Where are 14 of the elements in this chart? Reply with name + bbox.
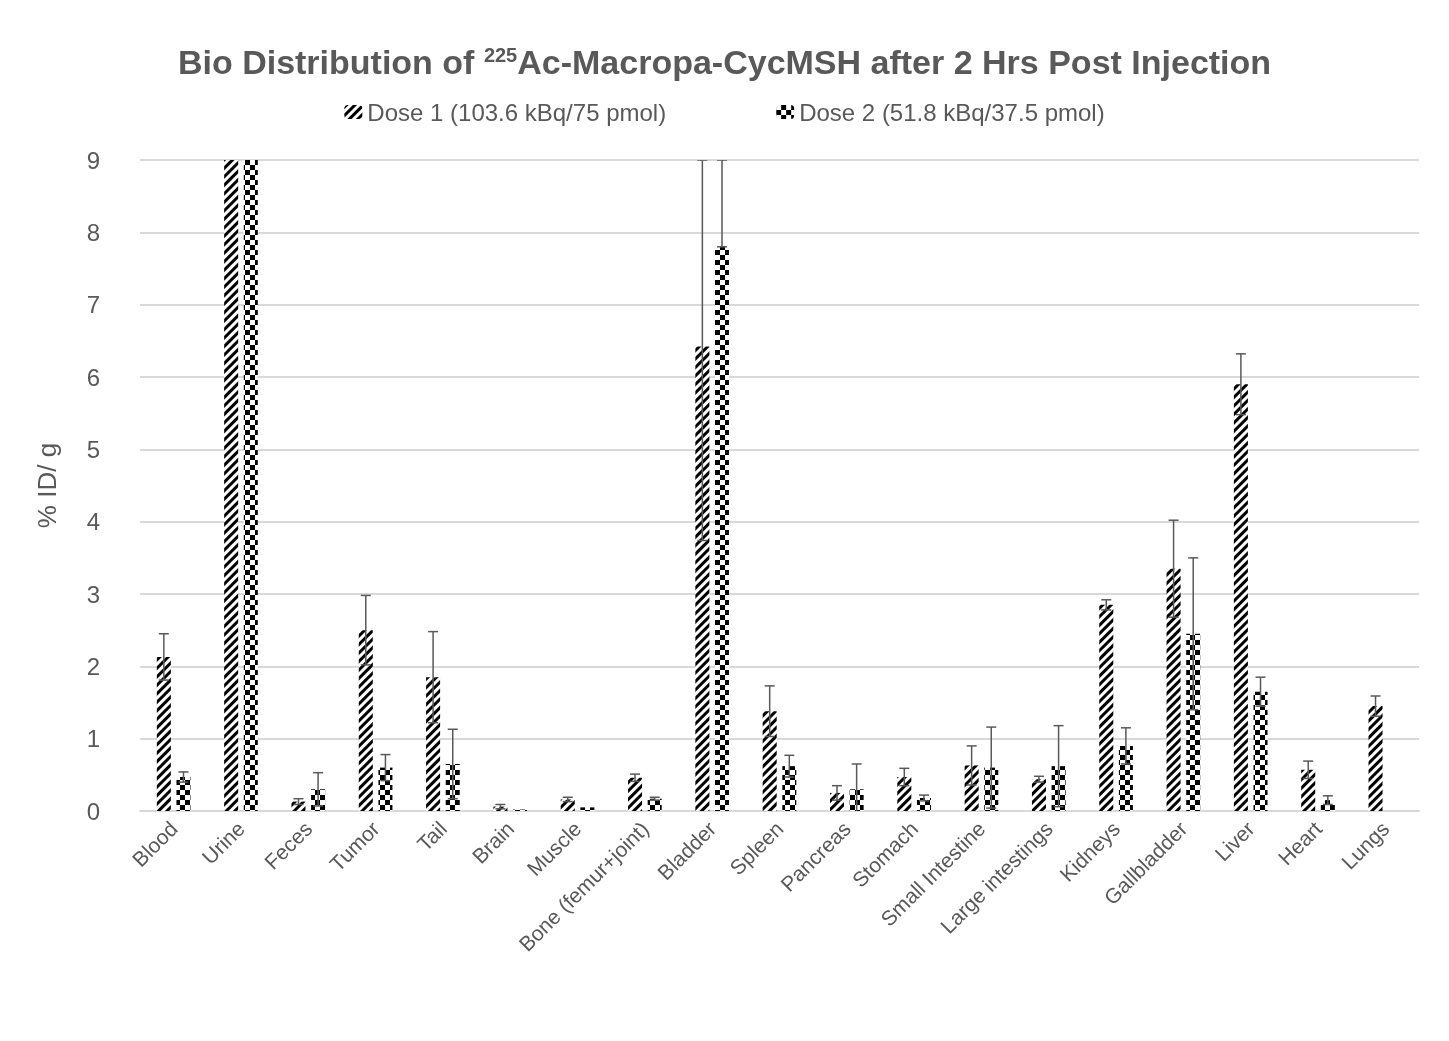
y-axis-title: % ID/ g [32,442,62,529]
y-tick-label: 6 [86,363,100,391]
legend-label: Dose 1 (103.6 kBq/75 pmol) [367,98,667,126]
y-tick-label: 8 [86,218,100,246]
legend-label: Dose 2 (51.8 kBq/37.5 pmol) [799,98,1105,126]
y-tick-label: 2 [86,652,100,680]
y-tick-label: 1 [86,725,100,753]
y-tick-label: 3 [86,580,100,608]
y-tick-label: 0 [86,797,100,825]
y-tick-label: 9 [86,146,100,174]
x-tick-label: Tail [412,816,452,856]
y-tick-label: 7 [86,291,100,319]
y-tick-label: 4 [86,508,100,536]
y-tick-label: 5 [86,435,100,463]
